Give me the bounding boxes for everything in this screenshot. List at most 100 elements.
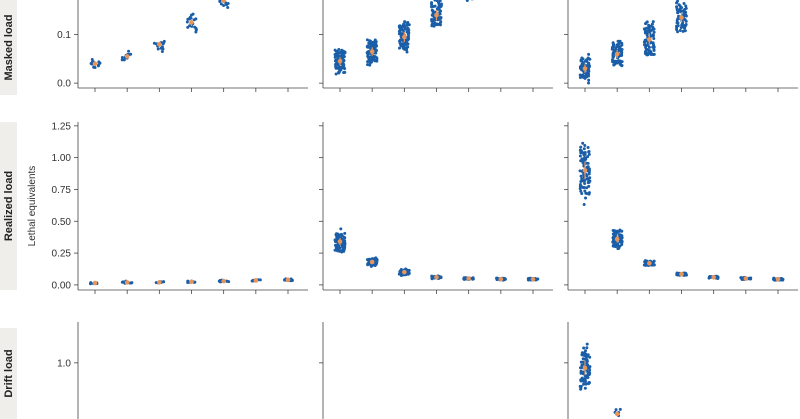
data-point <box>407 23 411 27</box>
data-point <box>647 27 651 31</box>
data-point <box>649 50 653 54</box>
data-point <box>587 150 591 154</box>
data-point <box>676 30 680 34</box>
data-point <box>579 189 583 193</box>
data-point <box>430 1 434 5</box>
data-point <box>159 46 163 50</box>
median-marker <box>92 61 98 67</box>
data-point <box>290 278 294 282</box>
data-point <box>580 191 584 195</box>
median-marker <box>743 276 749 281</box>
data-point <box>432 18 436 22</box>
data-point <box>684 6 688 10</box>
data-point <box>585 342 589 346</box>
data-point <box>334 72 338 76</box>
data-point <box>406 38 410 42</box>
data-point <box>584 382 588 386</box>
data-point <box>645 33 649 37</box>
data-point <box>650 22 654 26</box>
data-point <box>679 10 683 14</box>
data-point <box>97 63 101 67</box>
data-point <box>582 147 586 151</box>
data-point <box>618 407 622 411</box>
data-point <box>643 43 646 47</box>
data-point <box>587 52 591 56</box>
data-point <box>583 182 587 185</box>
data-point <box>374 59 378 63</box>
data-point <box>222 4 226 7</box>
median-marker <box>582 66 588 71</box>
data-point <box>337 66 341 70</box>
median-marker <box>221 278 226 284</box>
median-marker <box>614 236 620 242</box>
data-point <box>439 16 443 20</box>
data-point <box>580 185 584 189</box>
median-marker <box>92 280 98 286</box>
data-point <box>587 381 591 385</box>
data-point <box>365 38 369 42</box>
data-point <box>586 57 590 61</box>
points-group <box>333 227 540 282</box>
data-point <box>375 49 379 53</box>
median-marker <box>582 168 588 173</box>
data-point <box>343 70 347 74</box>
data-point <box>679 26 683 30</box>
data-point <box>587 152 591 156</box>
data-point <box>643 29 647 33</box>
data-point <box>644 48 648 52</box>
data-point <box>580 56 584 60</box>
data-point <box>399 31 403 35</box>
data-point <box>120 56 124 60</box>
data-point <box>336 244 340 248</box>
data-point <box>337 48 341 51</box>
y-tick-label: 0.75 <box>52 185 72 196</box>
data-point <box>374 256 378 260</box>
data-point <box>643 51 647 55</box>
data-point <box>644 21 648 25</box>
data-point <box>335 52 339 56</box>
panel <box>564 322 622 419</box>
data-point <box>185 20 189 24</box>
data-point <box>584 196 588 200</box>
data-point <box>676 21 680 25</box>
data-point <box>587 366 591 370</box>
data-point <box>398 46 401 50</box>
median-marker <box>124 280 130 285</box>
y-tick-label: 0.1 <box>57 30 71 41</box>
data-point <box>333 238 337 242</box>
data-point <box>371 40 375 44</box>
panel <box>319 322 324 419</box>
data-point <box>587 69 591 73</box>
data-point <box>333 59 337 63</box>
data-point <box>372 44 376 48</box>
data-point <box>342 248 346 252</box>
data-point <box>579 59 583 63</box>
row-label: Realized load <box>3 171 15 241</box>
data-point <box>407 31 411 35</box>
data-point <box>333 48 337 52</box>
row-label-band <box>0 328 17 419</box>
data-point <box>374 51 378 55</box>
data-point <box>771 277 775 281</box>
y-tick-label: 1.0 <box>57 358 71 369</box>
y-tick-label: 0.25 <box>52 249 72 260</box>
data-point <box>579 145 583 149</box>
row-label: Masked load <box>3 14 15 80</box>
data-point <box>398 27 402 31</box>
data-point <box>192 18 196 22</box>
data-point <box>677 14 681 18</box>
data-point <box>439 5 443 9</box>
data-point <box>90 58 94 62</box>
data-point <box>120 58 124 62</box>
data-point <box>258 278 262 282</box>
data-point <box>611 229 615 233</box>
data-point <box>403 20 407 24</box>
data-point <box>405 21 409 25</box>
row-label-band <box>0 0 17 95</box>
panel: 1.0 <box>57 322 79 419</box>
data-point <box>406 27 410 31</box>
points-group <box>89 0 230 69</box>
data-point <box>120 280 124 284</box>
data-point <box>579 371 583 375</box>
data-point <box>652 43 656 47</box>
